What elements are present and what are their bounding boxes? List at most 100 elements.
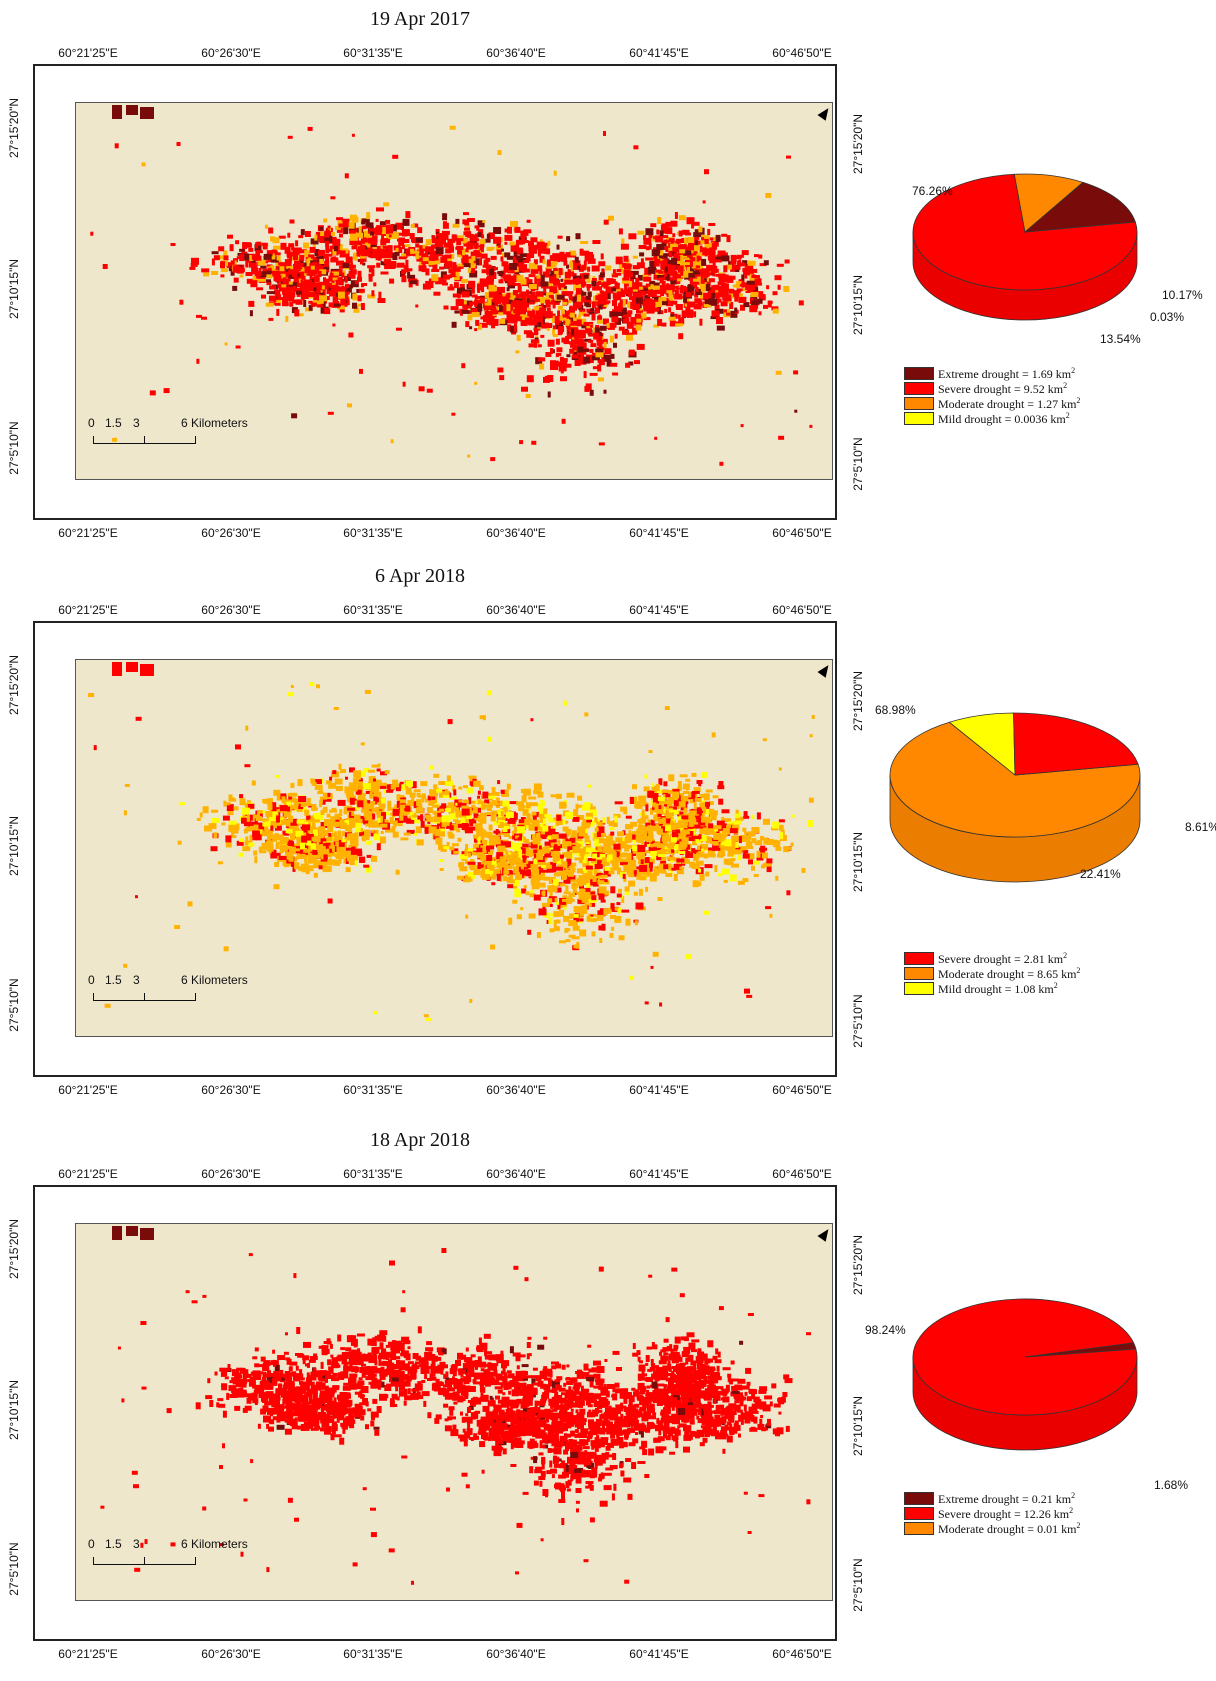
drought-patch: [652, 852, 656, 859]
drought-patch: [501, 249, 504, 252]
drought-patch: [334, 304, 341, 307]
drought-patch: [508, 918, 512, 925]
drought-patch: [604, 342, 607, 348]
drought-patch: [212, 251, 219, 254]
longitude-label: 60°31'35"E: [343, 526, 402, 540]
drought-patch: [678, 781, 682, 788]
drought-patch: [323, 793, 327, 800]
drought-patch: [319, 227, 323, 231]
drought-patch: [562, 820, 565, 825]
drought-patch: [289, 302, 293, 307]
drought-patch: [261, 295, 266, 299]
drought-patch: [590, 390, 594, 396]
panel-title: 19 Apr 2017: [300, 8, 540, 31]
drought-patch: [562, 899, 567, 902]
drought-patch: [701, 772, 707, 778]
drought-patch: [456, 238, 461, 245]
drought-patch: [358, 795, 362, 800]
drought-patch: [599, 305, 603, 310]
drought-patch: [339, 287, 345, 292]
drought-patch: [473, 781, 479, 787]
drought-patch: [706, 790, 713, 793]
drought-patch: [393, 224, 397, 231]
drought-patch: [759, 848, 767, 851]
drought-patch: [694, 295, 698, 298]
drought-patch: [502, 816, 506, 820]
drought-patch: [646, 306, 651, 310]
drought-patch: [674, 286, 679, 289]
drought-patch: [368, 822, 376, 828]
drought-patch: [347, 808, 355, 811]
drought-patch: [611, 927, 614, 931]
drought-patch: [730, 874, 737, 881]
drought-patch: [483, 315, 490, 322]
drought-patch: [610, 336, 614, 343]
drought-patch: [624, 284, 627, 291]
drought-patch: [438, 233, 444, 239]
drought-patch: [596, 352, 604, 357]
longitude-label: 60°46'50"E: [772, 526, 831, 540]
drought-patch: [370, 255, 376, 258]
drought-patch: [464, 228, 470, 231]
drought-patch: [581, 871, 584, 874]
drought-patch: [652, 303, 655, 309]
drought-patch: [314, 275, 320, 282]
drought-patch: [625, 363, 630, 368]
drought-patch: [471, 268, 475, 273]
drought-patch: [791, 843, 794, 847]
drought-patch: [718, 873, 723, 876]
drought-patch: [565, 280, 573, 283]
drought-patch: [794, 410, 797, 413]
drought-patch: [626, 825, 631, 829]
drought-patch: [786, 156, 791, 159]
legend-item-severe: Severe drought = 9.52 km2: [904, 381, 1080, 396]
drought-patch: [541, 891, 545, 895]
drought-patch: [375, 791, 378, 795]
drought-patch: [642, 820, 646, 823]
drought-patch: [550, 913, 553, 916]
drought-patch: [467, 787, 474, 793]
drought-patch: [340, 251, 346, 258]
drought-patch: [721, 301, 728, 306]
drought-patch: [432, 236, 436, 241]
drought-patch: [587, 267, 590, 272]
drought-patch: [239, 254, 244, 261]
drought-patch: [558, 236, 563, 239]
drought-patch: [504, 269, 509, 273]
drought-patch: [604, 390, 607, 394]
drought-patch: [290, 834, 295, 840]
drought-patch: [258, 260, 266, 265]
drought-patch: [204, 826, 212, 832]
drought-patch: [370, 792, 373, 799]
drought-patch: [687, 285, 691, 292]
drought-patch: [717, 785, 724, 789]
drought-patch: [393, 809, 400, 816]
drought-patch: [481, 287, 484, 292]
drought-patch: [358, 787, 363, 790]
drought-patch: [256, 287, 263, 290]
drought-patch: [605, 300, 610, 303]
drought-patch: [554, 171, 557, 176]
drought-patch: [615, 334, 618, 339]
drought-patch: [712, 310, 720, 316]
drought-patch: [489, 269, 494, 276]
drought-patch: [747, 281, 755, 285]
drought-patch: [768, 301, 772, 308]
longitude-label: 60°21'25"E: [58, 526, 117, 540]
drought-patch: [450, 126, 456, 130]
drought-patch: [652, 802, 656, 807]
drought-patch: [559, 365, 567, 371]
drought-patch: [713, 266, 717, 269]
drought-patch: [622, 330, 629, 335]
drought-patch: [562, 302, 567, 305]
drought-patch: [563, 827, 567, 831]
drought-patch: [742, 250, 749, 255]
drought-patch: [515, 350, 519, 353]
drought-patch: [622, 278, 629, 281]
drought-patch: [658, 814, 662, 817]
drought-patch: [590, 343, 596, 347]
drought-patch: [381, 831, 384, 834]
drought-patch: [550, 928, 555, 932]
drought-patch: [692, 817, 696, 820]
drought-patch: [579, 930, 586, 937]
